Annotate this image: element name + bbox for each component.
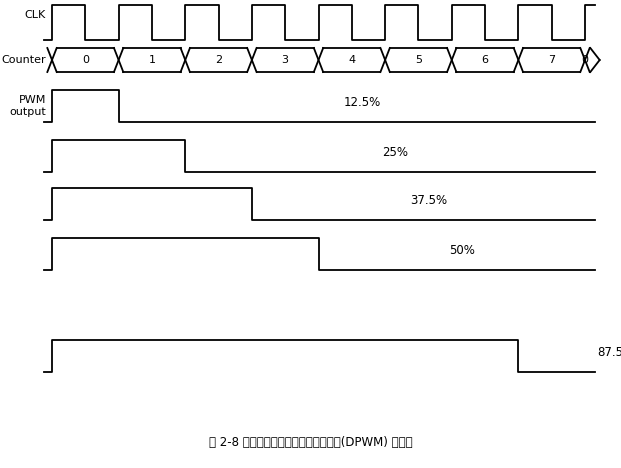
Text: 0: 0 [82,55,89,65]
Text: 0: 0 [581,55,589,65]
Text: 12.5%: 12.5% [343,96,381,110]
Text: 6: 6 [481,55,489,65]
Text: 37.5%: 37.5% [410,194,447,207]
Text: 2: 2 [215,55,222,65]
Text: 3: 3 [282,55,289,65]
Text: 25%: 25% [382,146,408,159]
Text: 50%: 50% [449,244,474,257]
Text: CLK: CLK [25,10,46,21]
Text: 5: 5 [415,55,422,65]
Text: PWM
output: PWM output [9,95,46,117]
Text: 4: 4 [348,55,355,65]
Text: 7: 7 [548,55,555,65]
Text: 1: 1 [148,55,155,65]
Text: 圖 2-8 計數型數位脆波寬度調變產生器(DPWM) 波形圖: 圖 2-8 計數型數位脆波寬度調變產生器(DPWM) 波形圖 [209,437,412,449]
Text: 87.5%: 87.5% [597,346,621,359]
Text: Counter: Counter [1,55,46,65]
